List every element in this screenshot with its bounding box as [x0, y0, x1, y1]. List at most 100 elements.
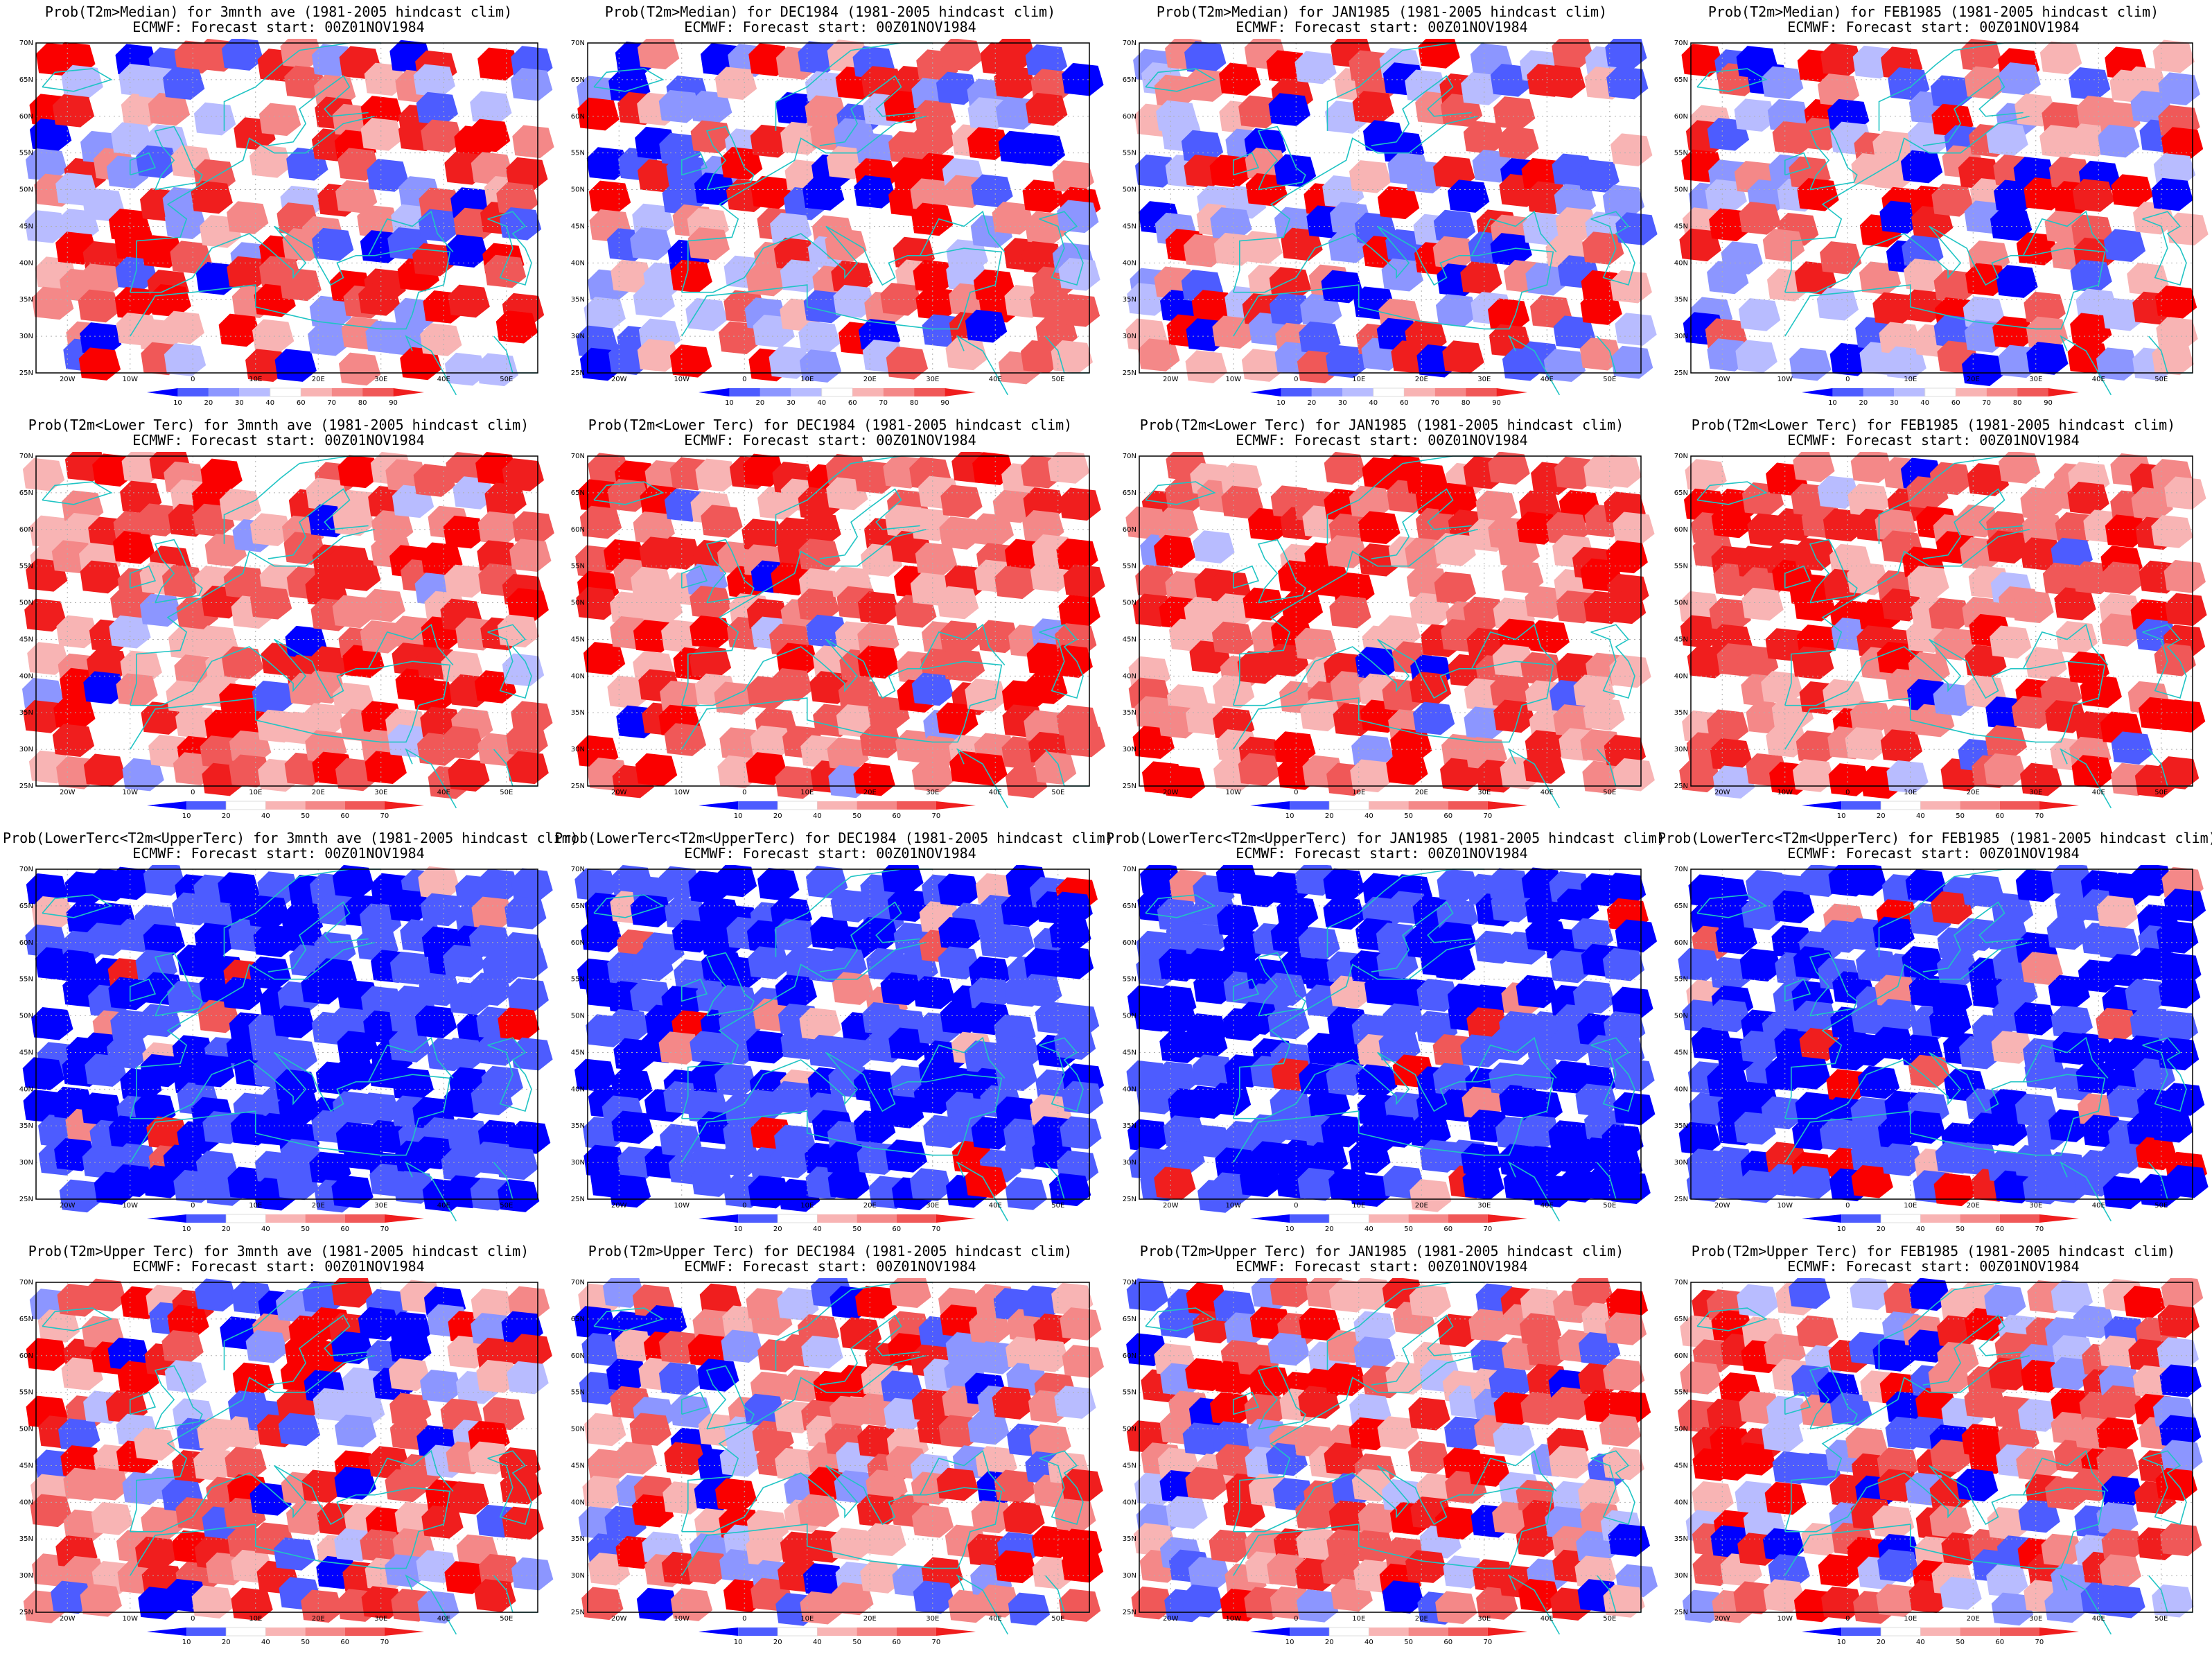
- probability-cell: [2051, 1005, 2093, 1039]
- probability-cell: [859, 725, 902, 758]
- latitude-tick-label: 30N: [1123, 1159, 1136, 1167]
- probability-cell: [1929, 462, 1972, 496]
- latitude-tick-label: 60N: [1123, 113, 1136, 121]
- probability-cell: [582, 1475, 624, 1509]
- colorbar-swatch: [147, 388, 178, 396]
- probability-cell: [1929, 1005, 1972, 1039]
- probability-cell: [1408, 1397, 1450, 1431]
- colorbar-label: 40: [1916, 812, 1925, 820]
- longitude-tick-label: 20E: [312, 1615, 325, 1623]
- longitude-tick-label: 40E: [989, 1615, 1002, 1623]
- colorbar-swatch: [852, 388, 884, 396]
- longitude-tick-label: 20E: [863, 1202, 877, 1210]
- probability-cell: [278, 1091, 320, 1124]
- colorbar-swatch: [1999, 801, 2039, 810]
- colorbar-swatch: [1328, 1214, 1369, 1223]
- probability-cell: [161, 1329, 204, 1363]
- probability-cell: [805, 865, 848, 899]
- colorbar-swatch: [301, 388, 332, 396]
- latitude-tick-label: 40N: [571, 259, 585, 267]
- probability-cell: [1405, 320, 1447, 354]
- colorbar-swatch: [2039, 1214, 2079, 1223]
- probability-cell: [108, 1115, 151, 1149]
- probability-cell: [1960, 39, 2002, 72]
- probability-cell: [1715, 921, 1757, 954]
- probability-cell: [1796, 730, 1838, 764]
- probability-cell: [477, 511, 520, 545]
- probability-cell: [258, 103, 301, 137]
- probability-cell: [664, 1442, 706, 1475]
- map-frame: [587, 42, 1090, 374]
- probability-cell: [1298, 927, 1340, 960]
- colorbar-swatch: [1841, 1628, 1881, 1636]
- probability-cell: [1905, 869, 1947, 902]
- probability-cell: [1057, 200, 1099, 234]
- longitude-tick-label: 20W: [60, 1202, 76, 1210]
- probability-cell: [1433, 209, 1476, 243]
- colorbar-label: 20: [222, 812, 231, 820]
- probability-cell: [334, 1467, 376, 1500]
- probability-cell: [1610, 270, 1652, 304]
- probability-cell: [1762, 229, 1805, 262]
- colorbar-label: 10: [734, 1225, 743, 1233]
- probability-cell: [414, 1005, 457, 1039]
- probability-field: [576, 39, 1104, 385]
- probability-map: 70N 65N 60N 55N 50N 45N 40N 35N 30N 25N 20W 10W 0 10E…: [19, 865, 553, 1233]
- probability-cell: [1986, 530, 2028, 564]
- probability-cell: [994, 39, 1036, 69]
- probability-cell: [607, 675, 649, 709]
- probability-cell: [1051, 946, 1094, 979]
- probability-cell: [441, 726, 484, 760]
- probability-cell: [1792, 759, 1835, 792]
- longitude-tick-label: 10E: [1904, 1202, 1917, 1210]
- longitude-tick-label: 0: [1845, 789, 1850, 796]
- colorbar-swatch: [1466, 388, 1497, 396]
- colorbar-swatch: [344, 1628, 385, 1636]
- probability-cell: [1958, 1036, 2001, 1070]
- latitude-tick-label: 40N: [1123, 672, 1136, 680]
- probability-cell: [910, 178, 952, 212]
- colorbar-swatch: [305, 801, 345, 810]
- forecast-panel: Prob(LowerTerc<T2m<UpperTerc) for JAN198…: [1106, 828, 1665, 1241]
- probability-cell: [1463, 121, 1506, 154]
- probability-cell: [1274, 731, 1316, 765]
- probability-cell: [630, 894, 672, 927]
- colorbar-label: 30: [1338, 399, 1347, 407]
- probability-cell: [416, 91, 459, 125]
- probability-cell: [1931, 891, 1973, 925]
- colorbar-label: 70: [1982, 399, 1991, 407]
- probability-cell: [413, 64, 455, 98]
- probability-cell: [1881, 1143, 1923, 1176]
- probability-cell: [666, 155, 708, 189]
- probability-cell: [685, 297, 728, 331]
- latitude-tick-label: 40N: [1123, 1085, 1136, 1093]
- probability-cell: [1613, 1058, 1655, 1092]
- probability-cell: [1349, 1173, 1392, 1207]
- latitude-tick-label: 60N: [571, 939, 585, 947]
- probability-cell: [2067, 481, 2109, 515]
- latitude-tick-label: 35N: [19, 296, 33, 304]
- probability-cell: [2164, 476, 2206, 510]
- latitude-tick-label: 65N: [19, 76, 33, 84]
- probability-map: 70N 65N 60N 55N 50N 45N 40N 35N 30N 25N 20W 10W 0 10E…: [19, 39, 554, 407]
- panel-subtitle: ECMWF: Forecast start: 00Z01NOV1984: [1787, 19, 2080, 35]
- colorbar: 10 20 40 50 60 70: [1802, 1627, 2079, 1646]
- probability-cell: [1549, 1445, 1591, 1479]
- panel-subtitle: ECMWF: Forecast start: 00Z01NOV1984: [1236, 432, 1528, 448]
- probability-cell: [913, 976, 955, 1009]
- colorbar-swatch: [1956, 388, 1987, 396]
- probability-cell: [78, 289, 120, 323]
- probability-cell: [1329, 595, 1371, 629]
- probability-cell: [977, 620, 1019, 654]
- colorbar-label: 60: [340, 812, 349, 820]
- probability-cell: [2017, 1399, 2060, 1432]
- probability-cell: [1029, 1424, 1071, 1458]
- probability-cell: [1434, 571, 1477, 605]
- panel-title: Prob(T2m>Upper Terc) for DEC1984 (1981-2…: [588, 1243, 1073, 1259]
- longitude-tick-label: 10W: [1777, 1202, 1793, 1210]
- colorbar-swatch: [1369, 801, 1409, 810]
- probability-cell: [741, 518, 784, 552]
- probability-cell: [496, 1146, 538, 1180]
- colorbar: 10 20 40 50 60 70: [147, 1627, 424, 1646]
- probability-cell: [1350, 759, 1392, 793]
